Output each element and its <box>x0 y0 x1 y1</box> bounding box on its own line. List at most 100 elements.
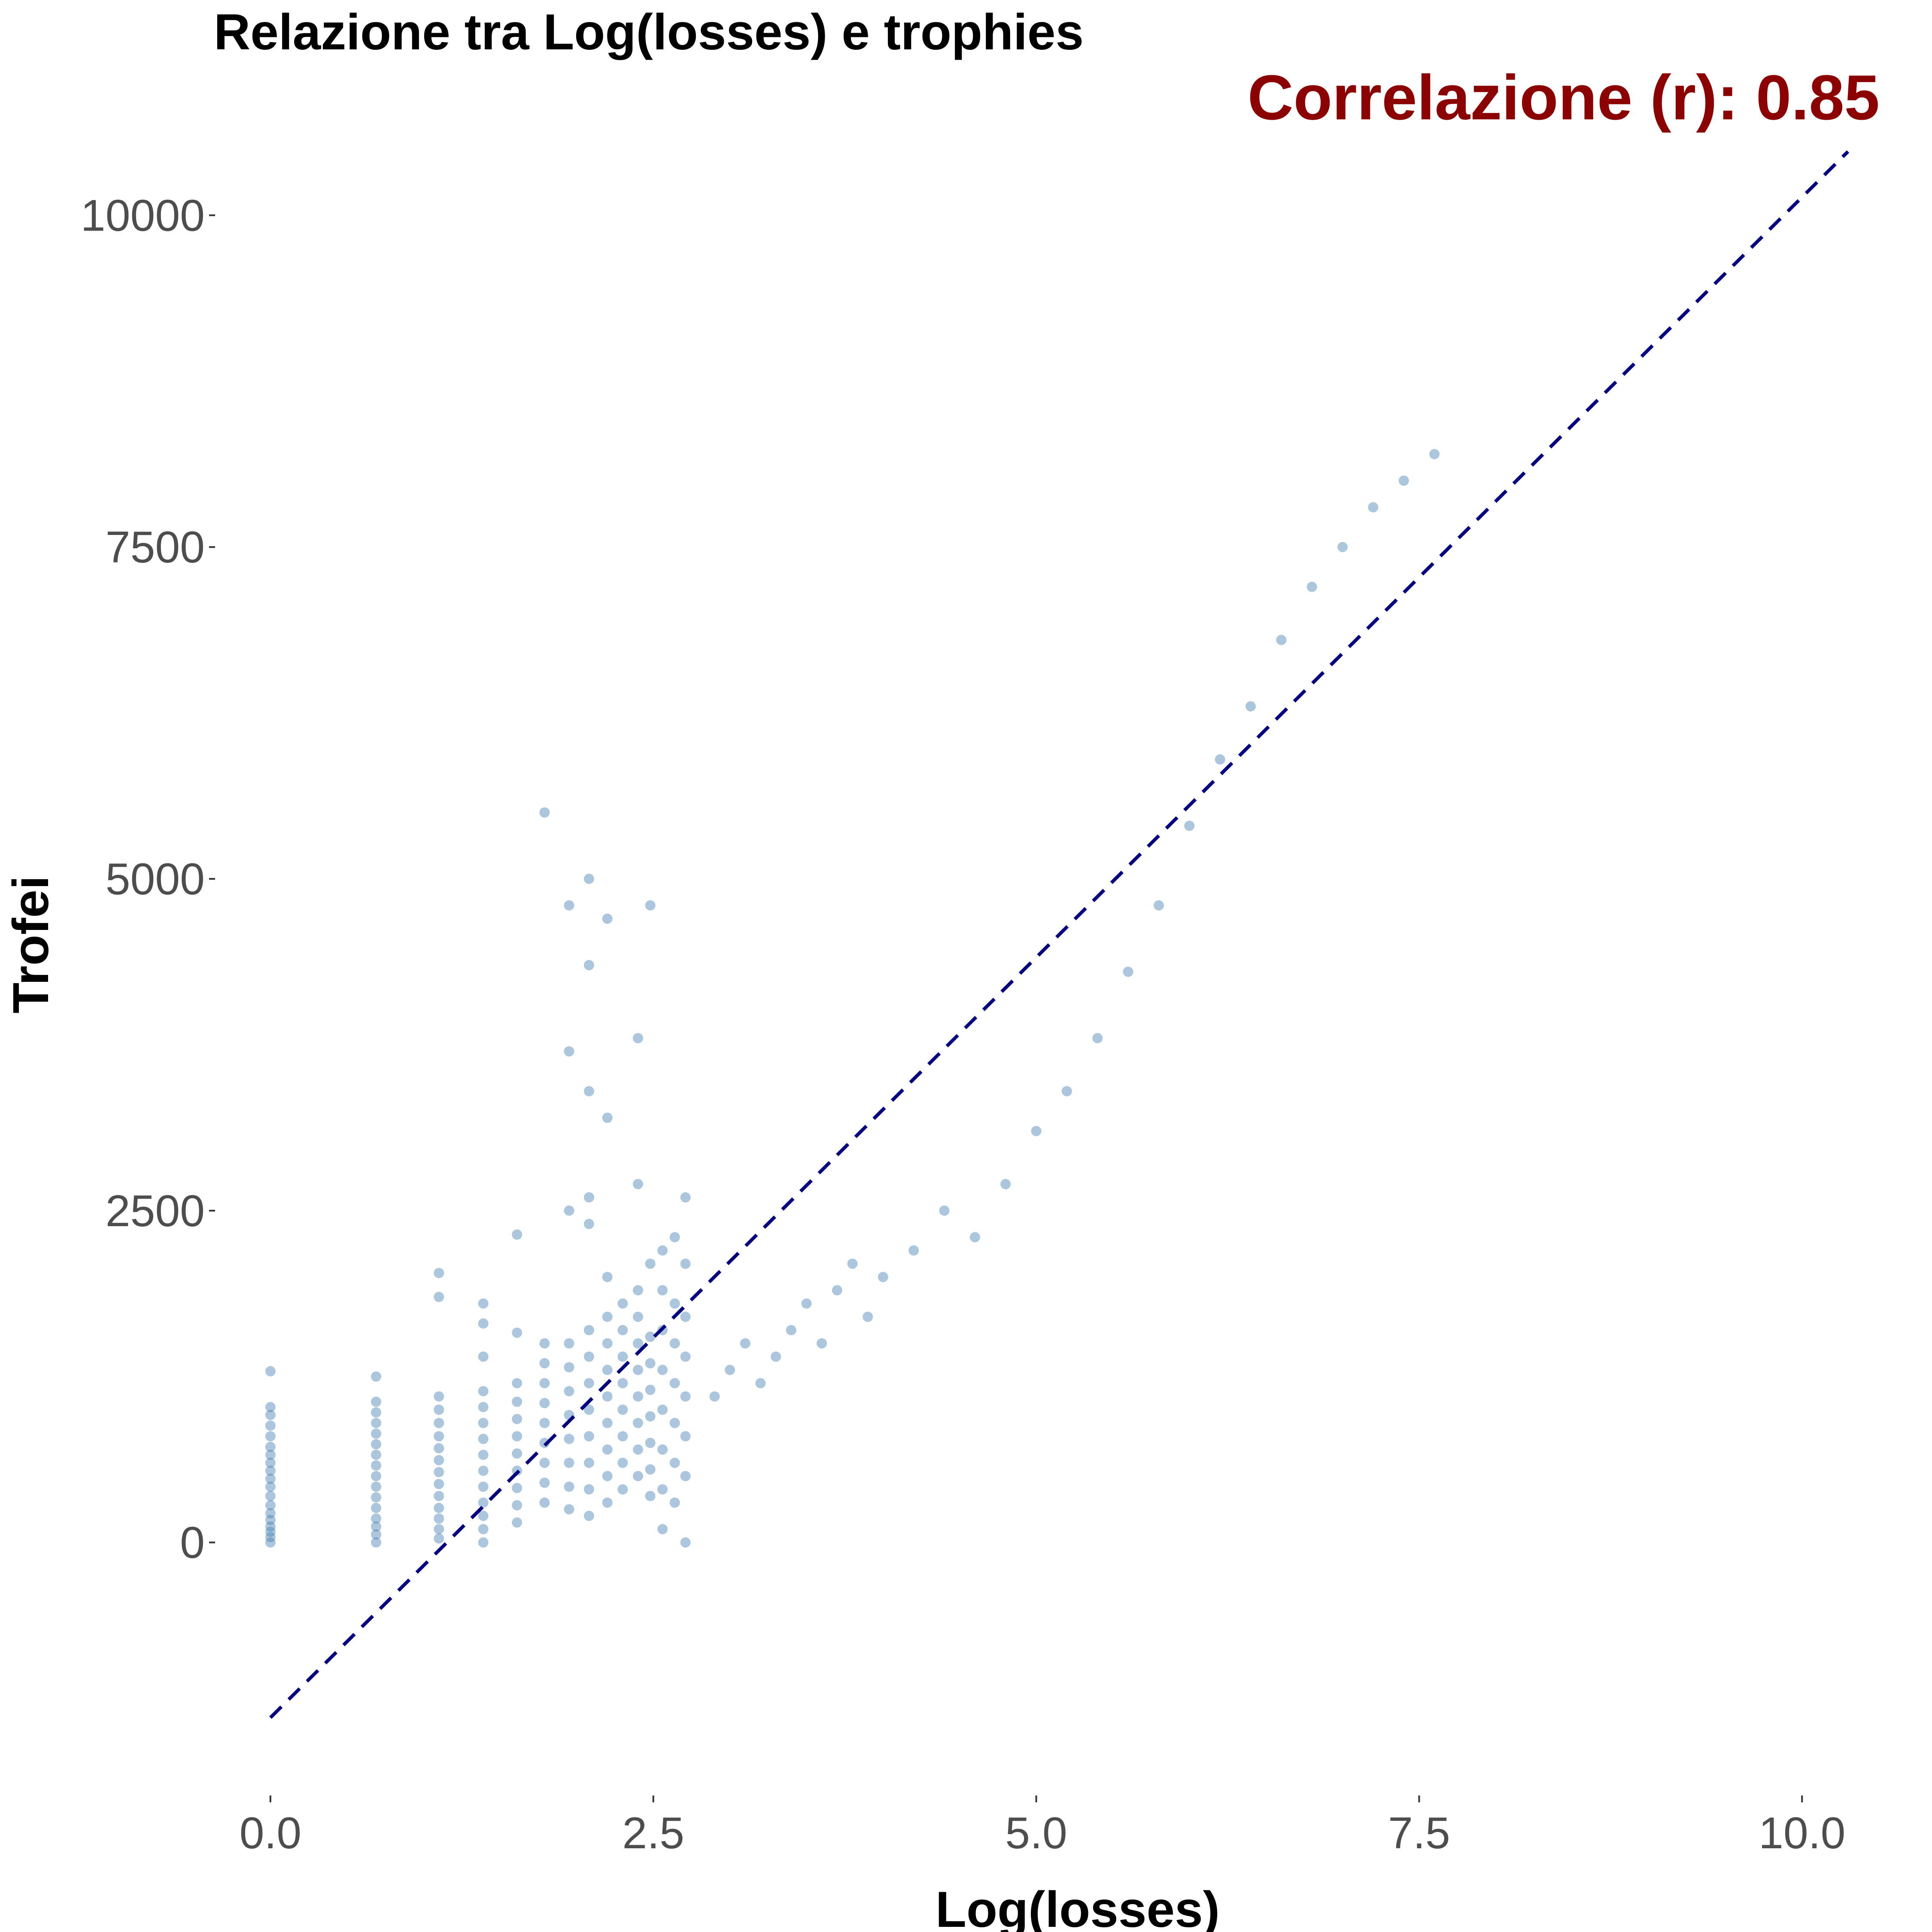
data-point <box>680 1312 691 1322</box>
data-point <box>969 1232 980 1242</box>
data-point <box>939 1205 950 1216</box>
data-point <box>512 1500 522 1511</box>
data-point <box>265 1465 276 1476</box>
data-point <box>371 1418 381 1428</box>
data-point <box>1184 820 1195 831</box>
x-axis-label: Log(losses) <box>936 1881 1220 1932</box>
data-point <box>863 1312 873 1322</box>
data-point <box>583 1351 594 1362</box>
data-point <box>725 1364 735 1375</box>
x-tick-label: 5.0 <box>1005 1808 1067 1858</box>
data-point <box>1429 449 1440 459</box>
data-point <box>539 1418 550 1428</box>
data-point <box>434 1418 444 1428</box>
data-point <box>539 807 550 818</box>
data-point <box>265 1402 276 1413</box>
data-point <box>657 1524 668 1534</box>
data-point <box>755 1378 766 1388</box>
data-point <box>265 1481 276 1492</box>
data-point <box>645 900 656 911</box>
data-point <box>1245 701 1256 712</box>
data-point <box>478 1537 489 1548</box>
y-tick-label: 7500 <box>106 522 205 572</box>
data-point <box>371 1371 381 1382</box>
data-point <box>478 1434 489 1444</box>
data-point <box>583 1484 594 1495</box>
data-point <box>265 1521 276 1532</box>
data-point <box>801 1298 812 1309</box>
data-point <box>709 1391 720 1402</box>
data-point <box>564 1458 574 1468</box>
data-point <box>371 1529 381 1540</box>
y-tick-label: 2500 <box>106 1186 205 1236</box>
data-point <box>478 1386 489 1397</box>
data-point <box>583 874 594 884</box>
y-tick-label: 0 <box>180 1518 205 1568</box>
data-point <box>265 1508 276 1519</box>
data-point <box>434 1431 444 1442</box>
correlation-annotation: Correlazione (r): 0.85 <box>1248 62 1880 133</box>
data-point <box>265 1473 276 1484</box>
data-point <box>669 1497 680 1508</box>
x-axis: 0.0 2.5 5.0 7.5 10.0 <box>240 1795 1846 1858</box>
data-point <box>371 1460 381 1471</box>
data-point <box>265 1491 276 1501</box>
data-point <box>539 1497 550 1508</box>
data-point <box>478 1497 489 1508</box>
data-point <box>583 1218 594 1229</box>
data-point <box>478 1318 489 1329</box>
data-point <box>657 1245 668 1256</box>
data-point <box>908 1245 919 1256</box>
data-point <box>645 1331 656 1342</box>
data-point <box>478 1298 489 1309</box>
data-point <box>680 1431 691 1442</box>
data-point <box>602 1364 613 1375</box>
fit-line <box>269 150 1850 1719</box>
data-point <box>602 1471 613 1482</box>
data-point <box>583 1510 594 1521</box>
data-point <box>265 1442 276 1452</box>
data-point <box>645 1491 656 1501</box>
data-point <box>539 1358 550 1369</box>
data-point <box>669 1232 680 1242</box>
data-point <box>564 1386 574 1397</box>
data-point <box>617 1431 628 1442</box>
data-point <box>740 1338 750 1349</box>
data-point <box>669 1458 680 1468</box>
data-point <box>1123 966 1133 977</box>
data-point <box>669 1418 680 1428</box>
data-point <box>633 1312 643 1322</box>
data-point <box>539 1338 550 1349</box>
data-point <box>265 1537 276 1548</box>
data-point <box>512 1517 522 1528</box>
data-point <box>669 1378 680 1388</box>
data-point <box>583 1458 594 1468</box>
data-point <box>657 1285 668 1296</box>
data-point <box>617 1458 628 1468</box>
data-point <box>1306 581 1317 592</box>
data-point <box>633 1179 643 1189</box>
data-point <box>371 1407 381 1418</box>
data-point <box>645 1385 656 1395</box>
data-point <box>617 1298 628 1309</box>
data-point <box>434 1479 444 1489</box>
data-point <box>602 1112 613 1123</box>
data-point <box>512 1482 522 1493</box>
data-point <box>265 1366 276 1376</box>
data-point <box>669 1338 680 1349</box>
data-point <box>564 1504 574 1515</box>
data-point <box>1337 542 1348 553</box>
data-point <box>680 1391 691 1402</box>
data-point <box>564 1205 574 1216</box>
data-point <box>539 1398 550 1409</box>
data-point <box>371 1471 381 1482</box>
data-point <box>539 1378 550 1388</box>
data-point <box>1061 1086 1072 1097</box>
data-point <box>371 1397 381 1407</box>
data-point <box>265 1500 276 1511</box>
data-point <box>478 1510 489 1521</box>
data-point <box>1031 1126 1042 1136</box>
data-point <box>669 1298 680 1309</box>
